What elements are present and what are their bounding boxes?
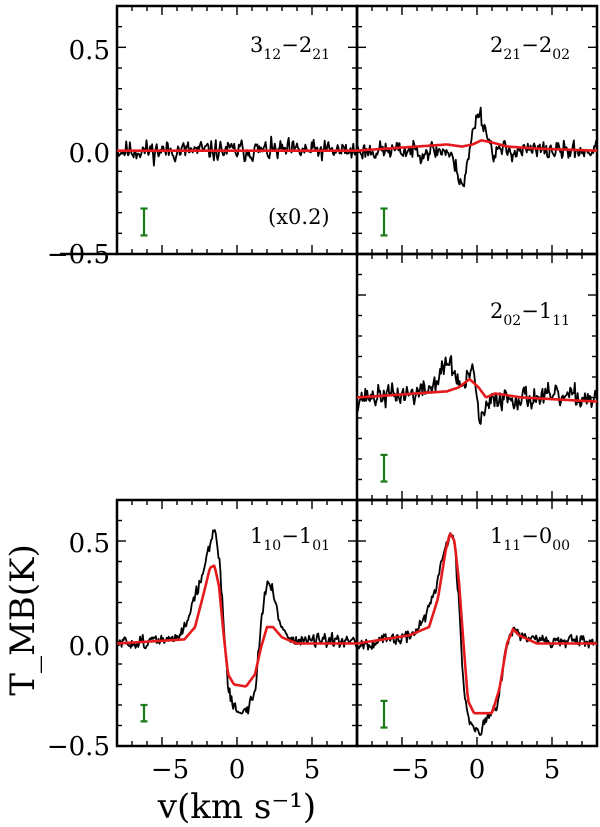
y-tick-label: −0.5 <box>47 240 110 270</box>
plot-area <box>357 355 597 425</box>
ticks <box>357 499 597 747</box>
plot-area <box>357 532 597 736</box>
x-tick-label: 0 <box>229 755 246 785</box>
observed-spectrum <box>357 355 597 425</box>
observed-spectrum <box>117 135 357 167</box>
y-tick-label: 0.5 <box>69 36 110 66</box>
panel-frame-111 <box>355 498 599 748</box>
x-axis-label: v(km s⁻¹) <box>157 787 316 827</box>
transition-label-111: 111−000 <box>490 524 570 554</box>
model-spectrum <box>357 532 597 715</box>
plot-area <box>117 529 357 715</box>
observed-spectrum <box>357 532 597 736</box>
x-tick-label: 5 <box>304 755 321 785</box>
plot-area <box>117 135 357 167</box>
error-bar <box>140 207 148 237</box>
model-spectrum <box>357 139 597 152</box>
transition-label-202: 202−111 <box>490 299 570 329</box>
ticks <box>117 499 357 747</box>
transition-label-312: 312−221 <box>250 33 330 63</box>
y-tick-label: 0.0 <box>69 139 110 169</box>
model-spectrum <box>117 564 357 688</box>
y-tick-label: −0.5 <box>47 732 110 762</box>
y-tick-label: 0.0 <box>69 632 110 662</box>
scale-note: (x0.2) <box>268 205 330 229</box>
y-tick-label: 0.5 <box>69 529 110 559</box>
x-tick-label: −5 <box>391 755 429 785</box>
transition-label-221: 221−202 <box>490 33 570 63</box>
x-tick-label: −5 <box>151 755 189 785</box>
error-bar <box>380 207 388 237</box>
ticks <box>117 5 357 255</box>
error-bar <box>380 453 388 483</box>
observed-spectrum <box>357 106 597 188</box>
plot-area <box>357 106 597 188</box>
transition-label-110: 110−101 <box>250 524 330 554</box>
observed-spectrum <box>117 529 357 715</box>
x-tick-label: 0 <box>469 755 486 785</box>
panel-frame-110 <box>115 498 359 748</box>
panel-frame-221 <box>355 4 599 256</box>
panel-111 <box>357 499 597 747</box>
ticks <box>357 253 597 501</box>
ticks <box>357 5 597 255</box>
panel-110 <box>117 499 357 747</box>
y-axis-label: T_MB(K) <box>3 544 43 695</box>
panel-frame-202 <box>355 252 599 502</box>
error-bar <box>380 699 388 729</box>
model-spectrum <box>357 378 597 403</box>
panel-202 <box>357 253 597 501</box>
x-tick-label: 5 <box>544 755 561 785</box>
panel-312 <box>117 5 357 255</box>
error-bar <box>140 703 148 723</box>
panel-221 <box>357 5 597 255</box>
